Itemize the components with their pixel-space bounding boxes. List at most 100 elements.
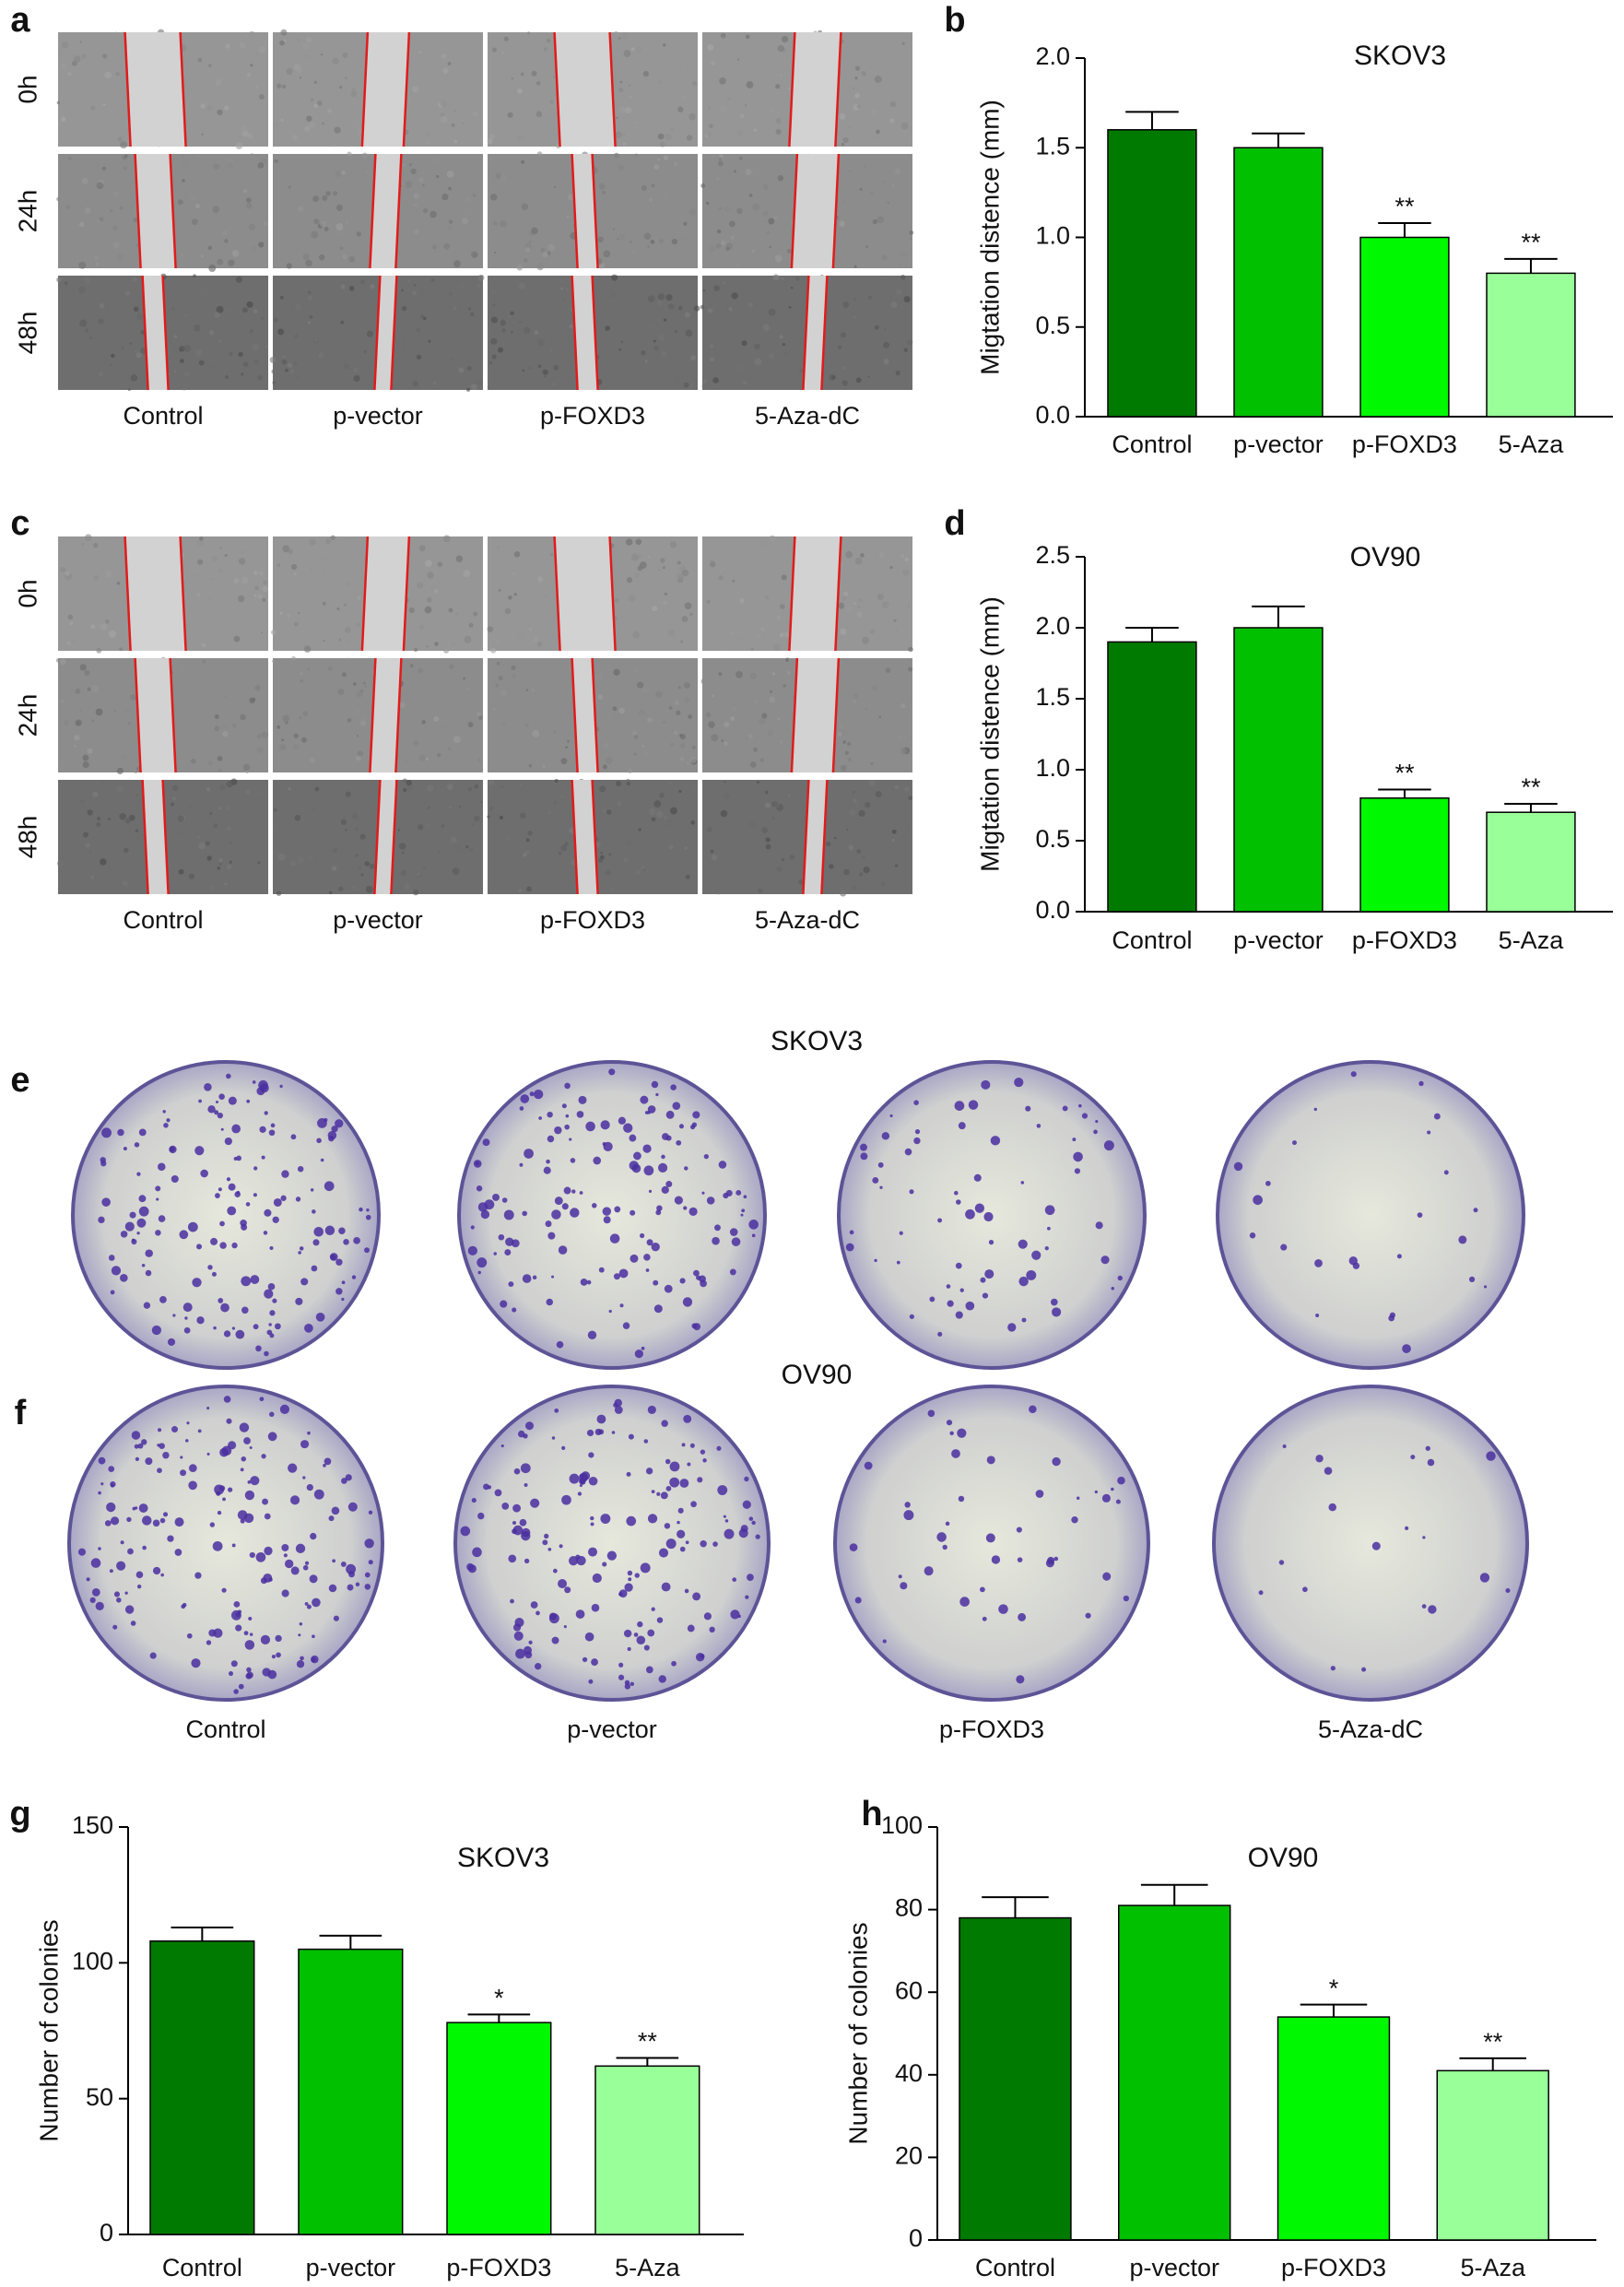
wound-edge bbox=[124, 31, 132, 147]
error-bar bbox=[1252, 605, 1305, 628]
cell-speck bbox=[242, 307, 248, 313]
colony bbox=[1018, 1612, 1027, 1621]
cell-speck bbox=[182, 179, 185, 183]
colony bbox=[136, 1584, 142, 1589]
colony bbox=[688, 1207, 698, 1217]
cell-speck bbox=[519, 783, 522, 786]
colony bbox=[108, 1466, 115, 1472]
cell-speck bbox=[227, 161, 234, 169]
cell-speck bbox=[313, 218, 320, 225]
cell-speck bbox=[275, 829, 277, 831]
cell-speck bbox=[616, 116, 618, 120]
cell-speck bbox=[881, 254, 888, 261]
cell-speck bbox=[289, 369, 295, 374]
colony bbox=[473, 1160, 482, 1168]
row-label: 0h bbox=[13, 579, 41, 607]
cell-speck bbox=[280, 118, 285, 123]
cell-speck bbox=[180, 359, 184, 363]
cell-speck bbox=[102, 102, 106, 106]
panel-letter: f bbox=[15, 1394, 27, 1432]
cell-speck bbox=[63, 872, 68, 877]
colony bbox=[665, 1458, 671, 1465]
colony bbox=[332, 1559, 336, 1563]
colony bbox=[269, 1310, 276, 1316]
colony bbox=[1020, 1181, 1025, 1185]
colony bbox=[1253, 1195, 1263, 1206]
bar bbox=[1486, 272, 1576, 418]
cell-speck bbox=[477, 274, 485, 281]
colony bbox=[124, 1605, 135, 1614]
cell-speck bbox=[238, 558, 246, 565]
cell-speck bbox=[74, 735, 80, 741]
cell-speck bbox=[759, 138, 763, 142]
cell-speck bbox=[689, 756, 697, 763]
cell-speck bbox=[454, 845, 463, 853]
cell-speck bbox=[338, 638, 342, 641]
colony bbox=[515, 1648, 525, 1659]
cell-speck bbox=[786, 248, 792, 253]
cell-speck bbox=[644, 360, 648, 362]
colony bbox=[614, 1206, 621, 1213]
colony bbox=[657, 1162, 668, 1173]
colony bbox=[874, 1258, 877, 1263]
cell-speck bbox=[453, 109, 457, 112]
cell-speck bbox=[547, 810, 552, 815]
colony bbox=[564, 1124, 571, 1130]
panel-letter: h bbox=[861, 1795, 882, 1833]
colony bbox=[579, 1479, 586, 1485]
cell-speck bbox=[181, 253, 183, 256]
colony bbox=[241, 1223, 248, 1231]
cell-speck bbox=[738, 364, 747, 371]
cell-speck bbox=[702, 289, 706, 292]
cell-speck bbox=[707, 308, 713, 313]
colony bbox=[230, 1660, 238, 1668]
error-bar bbox=[1378, 221, 1431, 238]
colony bbox=[101, 1127, 112, 1138]
colony bbox=[77, 1548, 87, 1556]
colony bbox=[703, 1612, 712, 1621]
colony bbox=[647, 1514, 658, 1524]
cell-speck bbox=[218, 807, 221, 810]
colony bbox=[335, 1258, 343, 1266]
colony bbox=[990, 1136, 1001, 1146]
cell-speck bbox=[637, 681, 644, 689]
cell-speck bbox=[618, 233, 626, 241]
y-tick-label: 100 bbox=[881, 1811, 923, 1839]
colony bbox=[1418, 1080, 1424, 1087]
cell-speck bbox=[84, 206, 91, 214]
culture-plate bbox=[457, 1060, 767, 1370]
colony bbox=[669, 1477, 680, 1488]
cell-speck bbox=[257, 594, 263, 599]
colony bbox=[587, 1330, 597, 1340]
colony bbox=[683, 1206, 688, 1210]
cell-speck bbox=[219, 546, 223, 549]
cell-speck bbox=[177, 199, 183, 206]
colony bbox=[328, 1135, 335, 1142]
cell-speck bbox=[684, 846, 688, 850]
colony bbox=[959, 1288, 964, 1292]
cell-speck bbox=[301, 42, 310, 51]
colony bbox=[1050, 1298, 1058, 1306]
cell-speck bbox=[711, 854, 718, 861]
cell-speck bbox=[400, 869, 407, 877]
colony bbox=[700, 1653, 705, 1659]
cell-speck bbox=[521, 159, 525, 164]
cell-speck bbox=[842, 595, 848, 601]
colony bbox=[618, 1662, 624, 1668]
colony bbox=[600, 1514, 611, 1524]
cell-speck bbox=[327, 666, 333, 672]
cell-speck bbox=[365, 798, 371, 805]
wound-gap bbox=[124, 536, 186, 651]
cell-speck bbox=[490, 647, 497, 654]
colony bbox=[100, 1157, 106, 1163]
cell-speck bbox=[466, 365, 472, 371]
cell-speck bbox=[857, 606, 861, 608]
cell-speck bbox=[422, 171, 426, 175]
cell-speck bbox=[725, 246, 730, 252]
colony bbox=[954, 1101, 965, 1112]
cell-speck bbox=[904, 557, 909, 561]
colony bbox=[1314, 1258, 1323, 1267]
cell-speck bbox=[906, 590, 910, 594]
cell-speck bbox=[503, 36, 509, 41]
cell-speck bbox=[642, 687, 650, 693]
